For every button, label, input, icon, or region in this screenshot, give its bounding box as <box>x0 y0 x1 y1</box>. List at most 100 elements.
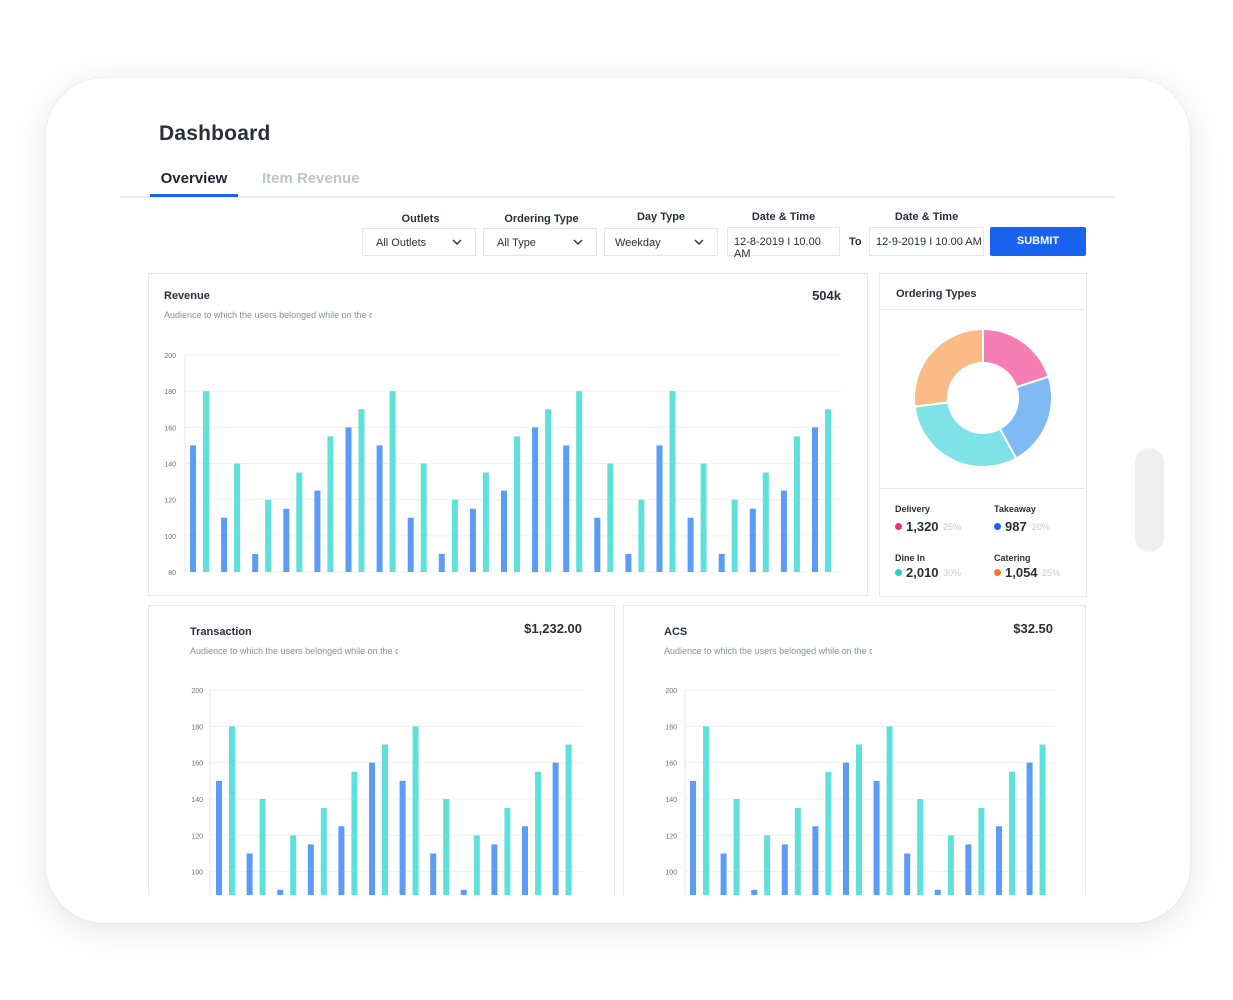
bar-series-2[interactable] <box>856 744 862 896</box>
bar-series-2[interactable] <box>234 463 241 573</box>
bar-series-2[interactable] <box>382 744 388 896</box>
bar-series-1[interactable] <box>522 826 528 895</box>
day-type-select[interactable]: Weekday <box>604 228 718 256</box>
bar-series-2[interactable] <box>358 409 365 572</box>
bar-series-2[interactable] <box>420 463 427 573</box>
bar-series-1[interactable] <box>376 445 383 572</box>
bar-series-1[interactable] <box>438 553 445 572</box>
bar-series-2[interactable] <box>320 808 327 895</box>
bar-series-2[interactable] <box>1009 771 1015 895</box>
bar-series-2[interactable] <box>764 835 771 895</box>
bar-series-1[interactable] <box>934 889 941 895</box>
bar-series-1[interactable] <box>399 780 406 895</box>
outlets-select[interactable]: All Outlets <box>362 228 476 256</box>
bar-series-2[interactable] <box>296 472 303 572</box>
bar-series-1[interactable] <box>430 853 437 896</box>
bar-series-2[interactable] <box>669 391 676 572</box>
date-to-input[interactable]: 12-9-2019 I 10.00 AM <box>869 227 984 256</box>
bar-series-2[interactable] <box>389 391 396 572</box>
tab-item-revenue[interactable]: Item Revenue <box>262 170 360 187</box>
bar-series-1[interactable] <box>751 889 758 895</box>
bar-series-2[interactable] <box>762 472 769 572</box>
bar-series-1[interactable] <box>277 889 284 895</box>
bar-series-1[interactable] <box>307 844 314 895</box>
bar-series-2[interactable] <box>793 436 800 572</box>
bar-series-1[interactable] <box>532 427 539 572</box>
bar-series-1[interactable] <box>369 762 375 895</box>
bar-series-1[interactable] <box>216 780 222 895</box>
bar-series-2[interactable] <box>351 771 358 895</box>
bar-series-2[interactable] <box>917 799 924 895</box>
donut-slice-1[interactable] <box>982 327 1050 389</box>
bar-series-1[interactable] <box>1026 762 1033 895</box>
bar-series-1[interactable] <box>904 853 911 896</box>
bar-series-2[interactable] <box>443 799 450 895</box>
bar-series-2[interactable] <box>825 771 832 895</box>
bar-series-2[interactable] <box>545 409 552 572</box>
bar-series-1[interactable] <box>996 826 1002 895</box>
bar-series-1[interactable] <box>781 844 788 895</box>
bar-series-1[interactable] <box>812 826 819 895</box>
bar-series-1[interactable] <box>246 853 253 896</box>
donut-slice-4[interactable] <box>913 327 984 408</box>
bar-series-1[interactable] <box>718 553 725 572</box>
bar-series-2[interactable] <box>825 409 831 572</box>
bar-series-2[interactable] <box>565 744 572 896</box>
bar-series-1[interactable] <box>460 889 467 895</box>
bar-series-1[interactable] <box>625 553 632 572</box>
bar-series-2[interactable] <box>504 808 511 895</box>
bar-series-1[interactable] <box>252 553 259 572</box>
bar-series-1[interactable] <box>491 844 498 895</box>
bar-series-2[interactable] <box>978 808 985 895</box>
bar-series-2[interactable] <box>607 463 614 573</box>
donut-slice-3[interactable] <box>913 401 1018 468</box>
bar-series-1[interactable] <box>407 517 414 572</box>
bar-series-1[interactable] <box>283 508 290 572</box>
bar-series-1[interactable] <box>190 445 196 572</box>
bar-series-2[interactable] <box>703 726 709 895</box>
tab-overview[interactable]: Overview <box>160 170 228 187</box>
bar-series-2[interactable] <box>327 436 334 572</box>
bar-series-2[interactable] <box>731 499 738 572</box>
bar-series-2[interactable] <box>576 391 583 572</box>
ordering-type-select[interactable]: All Type <box>483 228 597 256</box>
bar-series-1[interactable] <box>314 490 321 572</box>
bar-series-2[interactable] <box>733 799 740 895</box>
bar-series-2[interactable] <box>290 835 297 895</box>
bar-series-2[interactable] <box>259 799 266 895</box>
bar-series-1[interactable] <box>345 427 352 572</box>
bar-series-1[interactable] <box>873 780 880 895</box>
bar-series-1[interactable] <box>501 490 507 572</box>
bar-series-1[interactable] <box>594 517 601 572</box>
bar-series-2[interactable] <box>203 391 209 572</box>
bar-series-1[interactable] <box>563 445 570 572</box>
submit-button[interactable]: SUBMIT <box>990 227 1086 256</box>
bar-series-2[interactable] <box>1039 744 1046 896</box>
bar-series-1[interactable] <box>812 427 818 572</box>
bar-series-2[interactable] <box>482 472 489 572</box>
bar-series-1[interactable] <box>338 826 345 895</box>
bar-series-2[interactable] <box>794 808 801 895</box>
date-from-input[interactable]: 12-8-2019 I 10.00 AM <box>727 227 840 260</box>
bar-series-2[interactable] <box>229 726 235 895</box>
bar-series-1[interactable] <box>469 508 476 572</box>
bar-series-2[interactable] <box>412 726 419 895</box>
bar-series-1[interactable] <box>749 508 756 572</box>
bar-series-2[interactable] <box>638 499 645 572</box>
bar-series-1[interactable] <box>780 490 787 572</box>
bar-series-1[interactable] <box>720 853 727 896</box>
bar-series-2[interactable] <box>947 835 954 895</box>
bar-series-1[interactable] <box>552 762 559 895</box>
bar-series-1[interactable] <box>965 844 972 895</box>
bar-series-2[interactable] <box>535 771 541 895</box>
bar-series-2[interactable] <box>700 463 707 573</box>
bar-series-2[interactable] <box>473 835 480 895</box>
bar-series-2[interactable] <box>265 499 272 572</box>
bar-series-1[interactable] <box>221 517 228 572</box>
bar-series-2[interactable] <box>451 499 458 572</box>
bar-series-1[interactable] <box>690 780 696 895</box>
bar-series-2[interactable] <box>514 436 520 572</box>
bar-series-2[interactable] <box>886 726 893 895</box>
bar-series-1[interactable] <box>656 445 663 572</box>
bar-series-1[interactable] <box>687 517 694 572</box>
